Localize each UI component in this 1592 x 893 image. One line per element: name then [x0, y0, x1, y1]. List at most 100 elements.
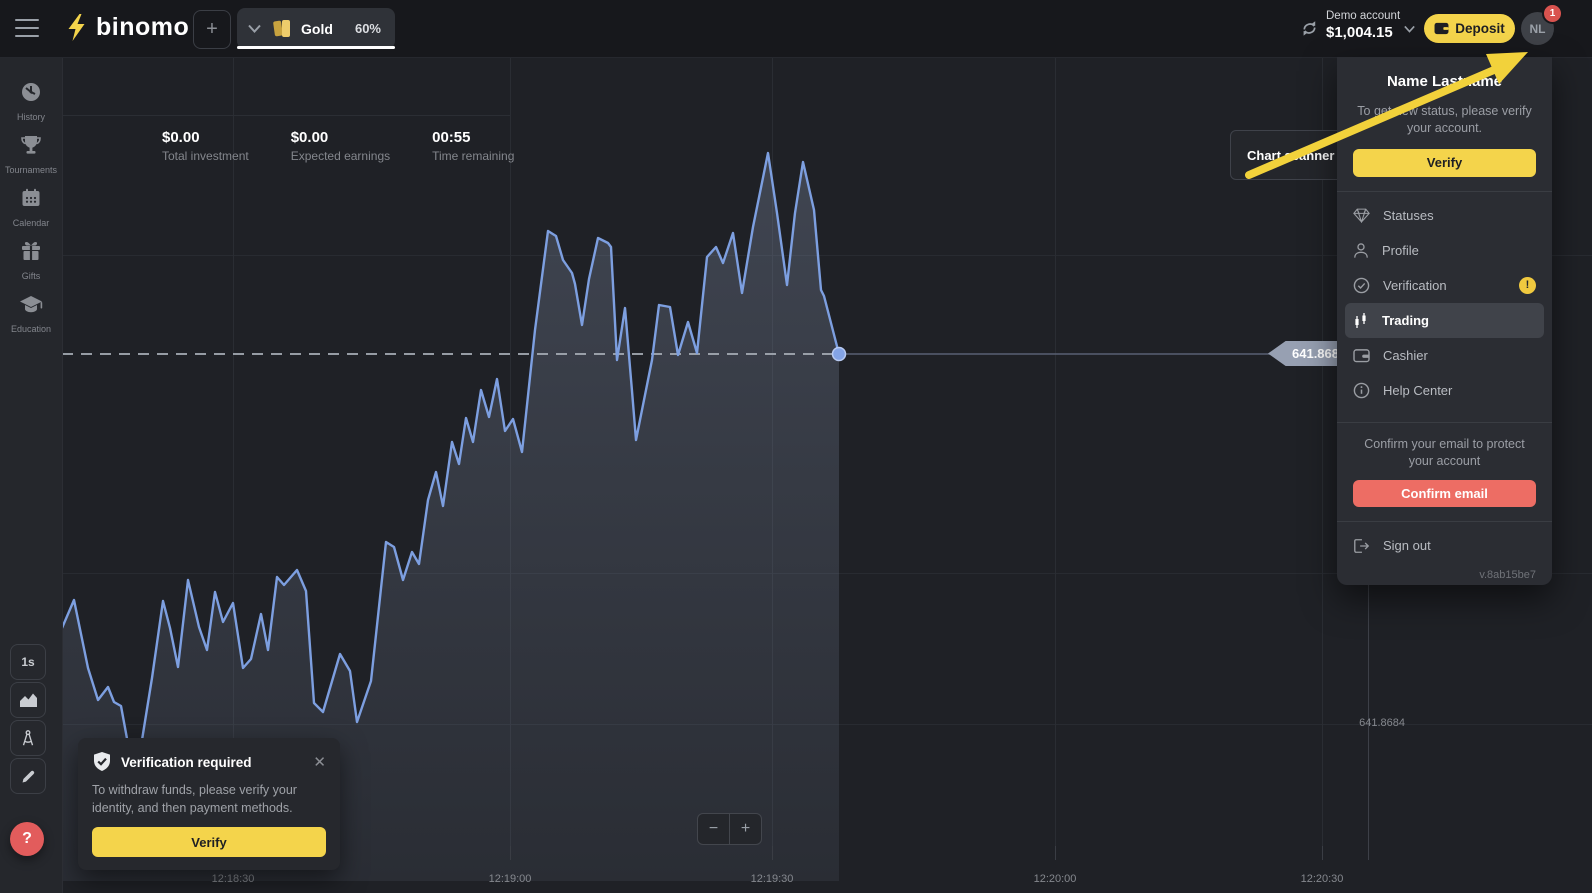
current-price-dot: [831, 346, 847, 362]
menu-item-label: Verification: [1383, 277, 1447, 293]
graduation-cap-icon: [20, 296, 43, 313]
wallet-icon: [1434, 22, 1449, 35]
sidebar-item-education[interactable]: Education: [0, 292, 62, 334]
chart-scanner-label: Chart scanner: [1247, 147, 1335, 163]
asset-name: Gold: [301, 20, 333, 37]
menu-item-profile[interactable]: Profile: [1345, 233, 1544, 268]
drawing-tool-button[interactable]: [10, 758, 46, 794]
vertical-gridline: [1055, 57, 1056, 860]
candlestick-icon: [1355, 312, 1366, 328]
asset-tab-gold[interactable]: Gold 60%: [237, 8, 395, 49]
total-investment-label: Total investment: [162, 149, 249, 163]
brand-name: binomo: [96, 13, 190, 41]
history-clock-icon: [22, 83, 40, 101]
notification-count-badge: 1: [1542, 3, 1563, 24]
toast-body: To withdraw funds, please verify your id…: [92, 783, 297, 816]
compass-icon: [22, 730, 34, 746]
time-axis-label: 12:19:00: [488, 873, 532, 885]
add-asset-button[interactable]: +: [193, 10, 231, 49]
area-chart-icon: [19, 693, 37, 707]
menu-item-statuses[interactable]: Statuses: [1345, 198, 1544, 233]
sidebar-item-label: History: [16, 112, 45, 122]
divider: [1337, 520, 1552, 522]
sign-out-label: Sign out: [1383, 538, 1431, 553]
zoom-in-button[interactable]: +: [729, 814, 761, 844]
account-menu-list: Statuses Profile Verification !: [1345, 198, 1544, 408]
bolt-icon: [68, 14, 85, 41]
gift-icon: [22, 242, 40, 260]
brand-logo: binomo: [66, 13, 189, 42]
vertical-gridline: [1322, 57, 1323, 860]
account-switcher[interactable]: Demo account $1,004.15: [1326, 10, 1400, 41]
zoom-out-button[interactable]: −: [708, 820, 719, 837]
menu-item-cashier[interactable]: Cashier: [1345, 338, 1544, 373]
refresh-icon[interactable]: [1300, 19, 1319, 38]
time-axis-label: 12:18:30: [211, 873, 255, 885]
sidebar-item-label: Calendar: [12, 218, 50, 228]
left-sidebar: History Tournaments Calendar Gifts: [0, 57, 63, 893]
sidebar-item-history[interactable]: History: [0, 80, 62, 122]
menu-item-label: Help Center: [1383, 382, 1453, 398]
time-axis-tick: [1055, 846, 1056, 860]
check-circle-icon: [1353, 277, 1370, 294]
close-icon[interactable]: ✕: [313, 753, 326, 771]
menu-item-label: Profile: [1382, 242, 1419, 258]
toast-verify-button[interactable]: Verify: [92, 827, 326, 858]
menu-item-help-center[interactable]: Help Center: [1345, 373, 1544, 408]
verification-alert-badge: !: [1519, 276, 1536, 294]
account-dropdown: Name Lastname To get new status, please …: [1337, 57, 1552, 585]
status-hint: To get new status, please verify your ac…: [1357, 104, 1532, 135]
indicators-button[interactable]: [10, 720, 46, 756]
confirm-email-button[interactable]: Confirm email: [1353, 479, 1536, 507]
top-bar: binomo + Gold 60% Demo account $1,004.15…: [0, 0, 1592, 58]
deposit-button[interactable]: Deposit: [1424, 14, 1515, 43]
menu-item-label: Trading: [1382, 312, 1429, 328]
divider: [1337, 421, 1552, 423]
account-balance: $1,004.15: [1326, 24, 1393, 41]
menu-item-trading[interactable]: Trading: [1345, 302, 1544, 338]
toast-title: Verification required: [121, 754, 252, 770]
menu-verify-button[interactable]: Verify: [1353, 148, 1536, 177]
time-axis-label: 12:20:30: [1300, 873, 1344, 885]
app-version: v.8ab15be7: [1479, 568, 1536, 581]
chart-zoom-controls: − +: [697, 813, 762, 845]
time-axis-label: 12:20:00: [1033, 873, 1077, 885]
price-area-fill: [62, 153, 839, 881]
timeframe-button[interactable]: 1s: [10, 644, 46, 680]
menu-item-verification[interactable]: Verification !: [1345, 268, 1544, 303]
time-remaining-stat: 00:55 Time remaining: [432, 129, 514, 163]
chevron-down-icon[interactable]: [248, 24, 261, 33]
sidebar-item-calendar[interactable]: Calendar: [0, 186, 62, 228]
expected-earnings-value: $0.00: [290, 129, 329, 146]
price-chart[interactable]: [62, 57, 1592, 893]
time-axis-label: 12:19:30: [750, 873, 794, 885]
price-line: [62, 151, 841, 746]
sidebar-item-gifts[interactable]: Gifts: [0, 239, 62, 281]
sidebar-item-label: Gifts: [21, 271, 41, 281]
expected-earnings-label: Expected earnings: [290, 149, 391, 163]
sidebar-item-label: Tournaments: [4, 165, 58, 175]
horizontal-gridline: [62, 255, 1592, 256]
time-axis-tick: [1322, 846, 1323, 860]
user-name: Name Lastname: [1386, 73, 1503, 90]
stats-divider: [62, 115, 510, 116]
chevron-down-icon[interactable]: [1404, 25, 1415, 33]
divider: [1337, 190, 1552, 192]
sign-out-icon: [1354, 538, 1370, 553]
chart-type-button[interactable]: [10, 682, 46, 718]
time-remaining-label: Time remaining: [432, 149, 515, 163]
sign-out-button[interactable]: Sign out: [1353, 535, 1536, 557]
hamburger-menu-icon[interactable]: [15, 19, 39, 37]
help-button[interactable]: ?: [10, 822, 44, 856]
shield-check-icon: [94, 752, 110, 771]
pencil-icon: [22, 770, 34, 782]
time-axis-tick: [510, 846, 511, 860]
diamond-icon: [1353, 208, 1370, 223]
current-price-value: 641.868: [1292, 346, 1339, 361]
expected-earnings-stat: $0.00 Expected earnings: [291, 129, 390, 163]
profile-icon: [1354, 243, 1368, 258]
menu-item-label: Statuses: [1383, 207, 1434, 223]
email-hint: Confirm your email to protect your accou…: [1364, 436, 1525, 468]
info-icon: [1353, 382, 1370, 399]
sidebar-item-tournaments[interactable]: Tournaments: [0, 133, 62, 175]
